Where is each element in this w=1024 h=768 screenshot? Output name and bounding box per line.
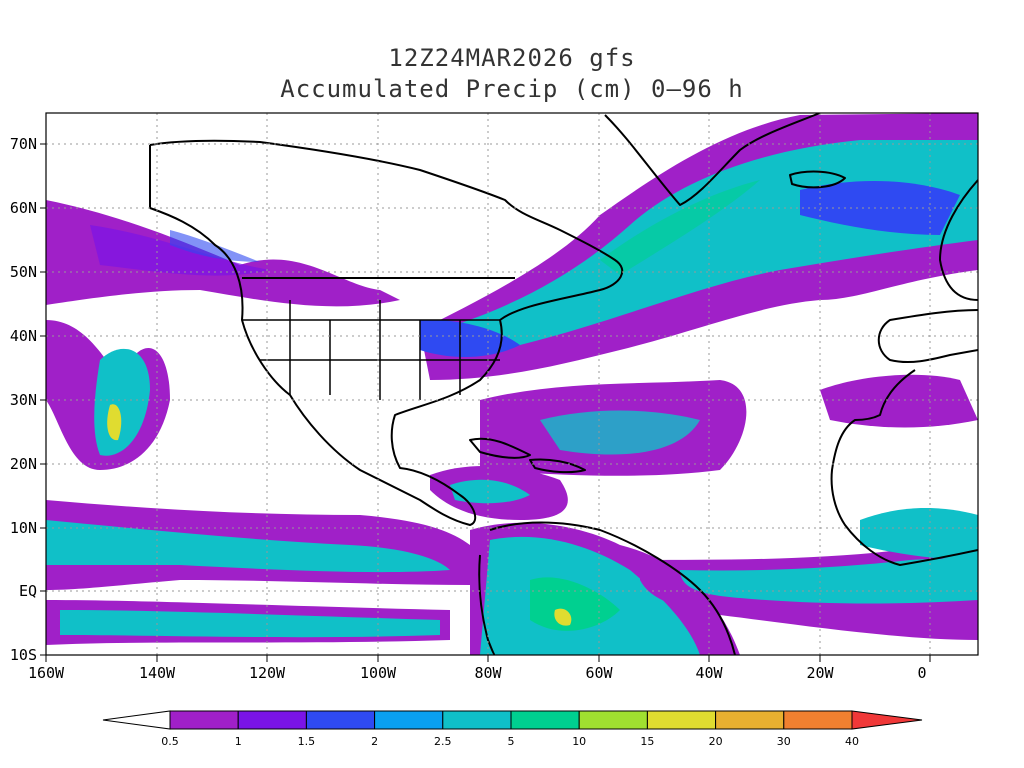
- lon-label: 120W: [249, 664, 286, 682]
- colorbar-swatch: [442, 710, 512, 730]
- lat-labels: 70N 60N 50N 40N 30N 20N 10N EQ 10S: [10, 135, 37, 664]
- colorbar-label: 2: [371, 735, 378, 748]
- map-title-line-1: 12Z24MAR2026 gfs: [388, 44, 636, 72]
- colorbar-label: 5: [508, 735, 515, 748]
- colorbar-label: 15: [640, 735, 654, 748]
- map-frame: [45, 112, 979, 656]
- lat-label: 30N: [10, 391, 37, 409]
- lon-label: 80W: [474, 664, 502, 682]
- axis-ticks: [40, 143, 931, 662]
- colorbar-label: 0.5: [161, 735, 179, 748]
- lat-label: 10S: [10, 646, 37, 664]
- lat-label: 40N: [10, 327, 37, 345]
- lon-labels: 160W 140W 120W 100W 80W 60W 40W 20W 0: [28, 664, 927, 682]
- colorbar-swatch: [305, 710, 376, 730]
- colorbar-label: 40: [845, 735, 859, 748]
- graticule: [46, 113, 978, 655]
- lon-label: 0: [917, 664, 926, 682]
- map-title-line-2: Accumulated Precip (cm) 0–96 h: [280, 75, 744, 103]
- lon-label: 100W: [360, 664, 397, 682]
- lat-label: 10N: [10, 519, 37, 537]
- colorbar: 0.5 1 1.5 2 2.5 5 10 15 20 30 40: [102, 710, 923, 748]
- colorbar-swatch: [237, 710, 307, 730]
- colorbar-swatch: [715, 710, 785, 730]
- lon-label: 20W: [806, 664, 834, 682]
- colorbar-label: 30: [777, 735, 791, 748]
- lon-label: 40W: [695, 664, 723, 682]
- lon-label: 160W: [28, 664, 65, 682]
- lat-label: 70N: [10, 135, 37, 153]
- precip-field: [46, 113, 978, 655]
- lat-label: 50N: [10, 263, 37, 281]
- colorbar-low-arrow: [102, 710, 171, 730]
- colorbar-swatch: [578, 710, 648, 730]
- coastlines: [149, 113, 978, 655]
- colorbar-label: 10: [572, 735, 586, 748]
- colorbar-label: 1.5: [298, 735, 316, 748]
- lon-label: 60W: [585, 664, 613, 682]
- lat-label: 20N: [10, 455, 37, 473]
- colorbar-swatch: [783, 710, 853, 730]
- colorbar-label: 2.5: [434, 735, 452, 748]
- lat-label: EQ: [19, 582, 37, 600]
- colorbar-high-arrow: [851, 710, 923, 730]
- colorbar-swatch: [374, 710, 444, 730]
- colorbar-label: 20: [709, 735, 723, 748]
- lon-label: 140W: [139, 664, 176, 682]
- colorbar-label: 1: [235, 735, 242, 748]
- colorbar-swatch: [169, 710, 239, 730]
- colorbar-swatch: [510, 710, 580, 730]
- colorbar-swatch: [646, 710, 717, 730]
- lat-label: 60N: [10, 199, 37, 217]
